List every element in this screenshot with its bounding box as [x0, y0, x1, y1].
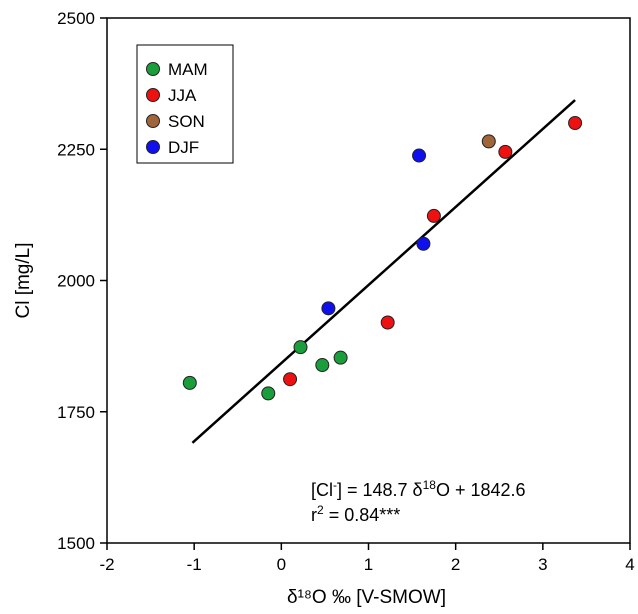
- r2-prefix: r: [311, 505, 317, 525]
- data-point-son: [481, 134, 496, 149]
- x-tick-label: 0: [277, 555, 286, 574]
- legend-marker-jja: [146, 88, 160, 102]
- x-tick-label: 3: [538, 555, 547, 574]
- y-tick-label: 1750: [57, 403, 95, 422]
- x-axis-title: δ¹⁸O ‰ [V-SMOW]: [287, 587, 446, 608]
- y-tick-label: 1500: [57, 534, 95, 553]
- legend-label-son: SON: [168, 112, 205, 131]
- y-tick-label: 2250: [57, 140, 95, 159]
- legend-label-mam: MAM: [168, 60, 208, 79]
- data-point-mam: [293, 340, 308, 355]
- r2-superscript: 2: [317, 503, 324, 517]
- data-point-mam: [315, 358, 330, 373]
- x-tick-label: -1: [187, 555, 202, 574]
- y-axis-title: Cl [mg/L]: [13, 242, 34, 318]
- equation-lhs-suffix: ] = 148.7 δ: [337, 480, 423, 500]
- plot-area-frame: [106, 17, 631, 544]
- data-point-jja: [498, 144, 513, 159]
- data-point-mam: [182, 375, 197, 390]
- legend-label-jja: JJA: [168, 86, 197, 105]
- x-tick-label: -2: [99, 555, 114, 574]
- equation-isotope-superscript: 18: [423, 478, 437, 492]
- data-point-jja: [283, 372, 298, 387]
- data-point-djf: [412, 148, 427, 163]
- data-point-djf: [321, 301, 336, 316]
- equation-lhs-prefix: [Cl: [311, 480, 333, 500]
- data-point-mam: [261, 386, 276, 401]
- legend-label-djf: DJF: [168, 138, 199, 157]
- legend-marker-son: [146, 114, 160, 128]
- legend-marker-djf: [146, 140, 160, 154]
- regression-line: [191, 99, 576, 444]
- data-point-jja: [426, 208, 441, 223]
- data-point-jja: [568, 116, 583, 130]
- x-tick-label: 1: [364, 555, 373, 574]
- legend: MAM JJA SON DJF: [136, 44, 234, 164]
- data-point-jja: [380, 315, 395, 330]
- equation-chloride-superscript: -: [333, 478, 337, 492]
- data-point-djf: [416, 236, 431, 251]
- legend-marker-mam: [146, 62, 160, 76]
- equation-rhs: O + 1842.6: [436, 480, 526, 500]
- regression-equation: [Cl-] = 148.7 δ18O + 1842.6: [311, 478, 526, 500]
- x-tick-label: 4: [625, 555, 634, 574]
- r2-rest: = 0.84***: [324, 505, 401, 525]
- y-tick-label: 2500: [57, 9, 95, 28]
- y-tick-label: 2000: [57, 272, 95, 291]
- r-squared-text: r2 = 0.84***: [311, 503, 400, 525]
- x-tick-label: 2: [451, 555, 460, 574]
- data-point-mam: [333, 350, 348, 365]
- data-points: [182, 116, 583, 401]
